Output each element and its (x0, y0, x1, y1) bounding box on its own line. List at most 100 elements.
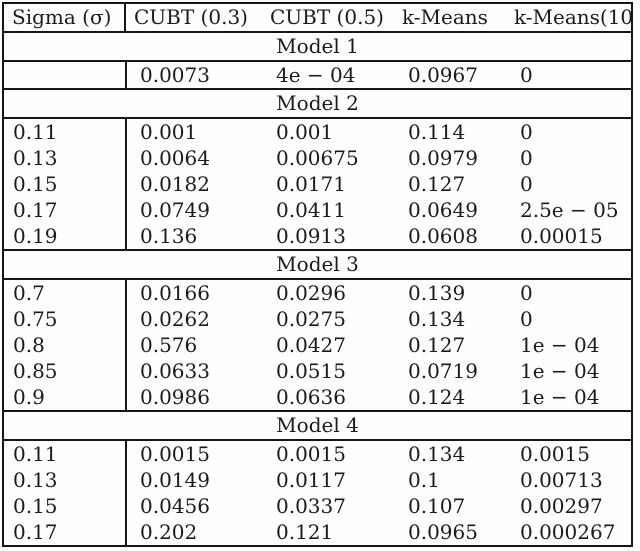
value-cell: 0.1 (408, 468, 440, 492)
value-cell: 0.000267 (520, 520, 616, 544)
value-cell: 0 (520, 63, 533, 87)
value-cell: 0.0965 (408, 520, 478, 544)
value-cell: 0.00297 (520, 494, 603, 518)
table-row: 0.85 0.0633 0.0515 0.0719 1e − 04 (4, 358, 631, 384)
value-cell: 0 (520, 307, 533, 331)
section-block-model-4: 0.11 0.0015 0.0015 0.134 0.0015 0.13 0.0… (4, 439, 631, 545)
row-values: 0.001 0.001 0.114 0 (127, 119, 631, 145)
value-cell: 0.127 (408, 333, 466, 357)
value-cell: 0 (520, 120, 533, 144)
value-cell: 0.0719 (408, 359, 478, 383)
value-cell: 0.0411 (276, 198, 346, 222)
value-cell: 0.0015 (520, 442, 590, 466)
value-cell: 0.0171 (276, 172, 346, 196)
value-cell: 0.0064 (140, 146, 210, 170)
header-values: CUBT (0.3) CUBT (0.5) k-Means k-Means(10… (126, 4, 631, 31)
value-cell: 0.00675 (276, 146, 359, 170)
section-title-model-4: Model 4 (4, 410, 631, 439)
value-cell: 0.124 (408, 385, 466, 409)
table-row: 0.15 0.0182 0.0171 0.127 0 (4, 171, 631, 197)
value-cell: 0.134 (408, 442, 466, 466)
table-row: 0.15 0.0456 0.0337 0.107 0.00297 (4, 493, 631, 519)
value-cell: 1e − 04 (520, 385, 600, 409)
value-cell: 0.0456 (140, 494, 210, 518)
section-title-model-2: Model 2 (4, 88, 631, 117)
section-block-model-3: 0.7 0.0166 0.0296 0.139 0 0.75 0.0262 0.… (4, 278, 631, 410)
value-cell: 0.00015 (520, 224, 603, 248)
row-values: 0.0262 0.0275 0.134 0 (127, 306, 631, 332)
col-header-kmeans-10: k-Means(10) (514, 5, 631, 29)
row-values: 0.0456 0.0337 0.107 0.00297 (127, 493, 631, 519)
sigma-cell: 0.13 (4, 467, 127, 493)
value-cell: 0.0296 (276, 281, 346, 305)
value-cell: 0.0649 (408, 198, 478, 222)
sigma-cell: 0.15 (4, 493, 127, 519)
section-title-model-1: Model 1 (4, 31, 631, 60)
row-values: 0.136 0.0913 0.0608 0.00015 (127, 223, 631, 249)
row-values: 0.576 0.0427 0.127 1e − 04 (127, 332, 631, 358)
value-cell: 0.202 (140, 520, 198, 544)
value-cell: 0.0979 (408, 146, 478, 170)
value-cell: 0 (520, 281, 533, 305)
row-values: 0.0015 0.0015 0.134 0.0015 (127, 441, 631, 467)
value-cell: 0.0117 (276, 468, 346, 492)
section-block-model-2: 0.11 0.001 0.001 0.114 0 0.13 0.0064 0.0… (4, 117, 631, 249)
sigma-cell: 0.13 (4, 145, 127, 171)
row-values: 0.0064 0.00675 0.0979 0 (127, 145, 631, 171)
table-row: 0.9 0.0986 0.0636 0.124 1e − 04 (4, 384, 631, 410)
value-cell: 0 (520, 172, 533, 196)
value-cell: 0.114 (408, 120, 466, 144)
value-cell: 0.0337 (276, 494, 346, 518)
value-cell: 0.0986 (140, 385, 210, 409)
sigma-cell: 0.85 (4, 358, 127, 384)
row-values: 0.0986 0.0636 0.124 1e − 04 (127, 384, 631, 410)
value-cell: 0.0608 (408, 224, 478, 248)
value-cell: 0.139 (408, 281, 466, 305)
row-values: 0.0182 0.0171 0.127 0 (127, 171, 631, 197)
value-cell: 0.0636 (276, 385, 346, 409)
value-cell: 0.0166 (140, 281, 210, 305)
row-values: 0.0073 4e − 04 0.0967 0 (127, 62, 631, 88)
sigma-cell: 0.7 (4, 280, 127, 306)
section-block-model-1: 0.0073 4e − 04 0.0967 0 (4, 60, 631, 88)
table-row: 0.8 0.576 0.0427 0.127 1e − 04 (4, 332, 631, 358)
table-row: 0.11 0.0015 0.0015 0.134 0.0015 (4, 441, 631, 467)
value-cell: 1e − 04 (520, 333, 600, 357)
sigma-cell: 0.11 (4, 441, 127, 467)
table-row: 0.17 0.0749 0.0411 0.0649 2.5e − 05 (4, 197, 631, 223)
sigma-cell: 0.11 (4, 119, 127, 145)
value-cell: 1e − 04 (520, 359, 600, 383)
sigma-cell: 0.8 (4, 332, 127, 358)
value-cell: 0.0633 (140, 359, 210, 383)
value-cell: 0.0182 (140, 172, 210, 196)
sigma-cell: 0.75 (4, 306, 127, 332)
sigma-cell: 0.9 (4, 384, 127, 410)
value-cell: 0.0749 (140, 198, 210, 222)
value-cell: 0.001 (276, 120, 334, 144)
table-row: 0.75 0.0262 0.0275 0.134 0 (4, 306, 631, 332)
row-values: 0.0149 0.0117 0.1 0.00713 (127, 467, 631, 493)
col-header-kmeans: k-Means (402, 5, 488, 29)
value-cell: 0.0427 (276, 333, 346, 357)
value-cell: 0.136 (140, 224, 198, 248)
value-cell: 0.0015 (140, 442, 210, 466)
value-cell: 4e − 04 (276, 63, 356, 87)
sigma-cell (4, 62, 127, 88)
value-cell: 0.0967 (408, 63, 478, 87)
col-header-cubt-05: CUBT (0.5) (270, 5, 384, 29)
section-title-model-3: Model 3 (4, 249, 631, 278)
value-cell: 0.134 (408, 307, 466, 331)
value-cell: 0.121 (276, 520, 334, 544)
col-header-cubt-03: CUBT (0.3) (134, 5, 248, 29)
value-cell: 0.0913 (276, 224, 346, 248)
value-cell: 0.00713 (520, 468, 603, 492)
sigma-cell: 0.19 (4, 223, 127, 249)
row-values: 0.202 0.121 0.0965 0.000267 (127, 519, 631, 545)
value-cell: 0.576 (140, 333, 198, 357)
row-values: 0.0749 0.0411 0.0649 2.5e − 05 (127, 197, 631, 223)
row-values: 0.0166 0.0296 0.139 0 (127, 280, 631, 306)
table-row: 0.13 0.0149 0.0117 0.1 0.00713 (4, 467, 631, 493)
results-table: Sigma (σ) CUBT (0.3) CUBT (0.5) k-Means … (2, 2, 633, 547)
sigma-cell: 0.17 (4, 519, 127, 545)
